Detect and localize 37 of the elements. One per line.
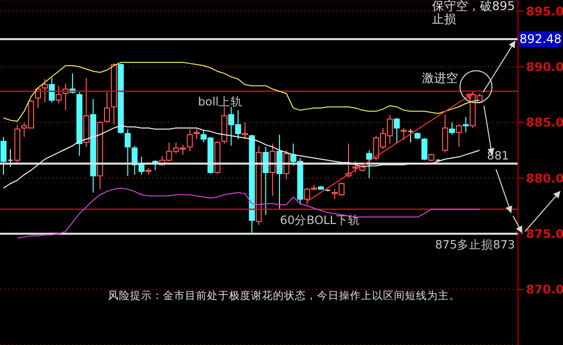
candlestick bbox=[283, 150, 290, 180]
candlestick bbox=[270, 143, 276, 196]
candlestick bbox=[0, 136, 6, 176]
ref-line-label: 60分BOLL下轨 bbox=[280, 213, 360, 228]
candlestick bbox=[421, 138, 428, 161]
candlestick bbox=[408, 128, 414, 143]
candlestick bbox=[48, 77, 55, 103]
candlestick bbox=[262, 146, 269, 216]
candlestick bbox=[42, 78, 48, 103]
y-tick-label: 870.0 bbox=[526, 282, 563, 297]
candlestick bbox=[242, 122, 248, 140]
annotation: 保守空，破895止损 bbox=[432, 0, 516, 26]
y-tick-label: 895.0 bbox=[526, 4, 563, 18]
candlestick bbox=[124, 128, 131, 176]
candlestick bbox=[186, 128, 193, 152]
candlestick bbox=[276, 134, 282, 210]
y-tick-label: 885.0 bbox=[526, 116, 563, 130]
annotation: 激进空 bbox=[422, 71, 459, 86]
candlestick bbox=[442, 114, 448, 153]
ref-line-label: 892.48 bbox=[520, 32, 562, 46]
legend-label: 875多止损873 bbox=[435, 238, 515, 252]
annotation: 风险提示：金市目前处于极度谢花的状态，今日操作上以区间短线为主。 bbox=[108, 290, 461, 303]
candlestick bbox=[456, 124, 462, 148]
y-tick-label: 875.0 bbox=[526, 226, 563, 241]
line-series bbox=[2, 125, 480, 189]
candlestick bbox=[366, 150, 372, 179]
candlestick bbox=[104, 90, 110, 123]
candlestick bbox=[449, 122, 455, 136]
candlestick bbox=[462, 116, 469, 133]
candlestick bbox=[394, 117, 400, 144]
candlestick bbox=[400, 127, 407, 141]
line-series bbox=[16, 188, 480, 239]
candlestick bbox=[56, 85, 62, 104]
ref-line-label: boll上轨 bbox=[198, 94, 243, 108]
y-tick-label: 890.0 bbox=[526, 60, 563, 74]
candlestick bbox=[194, 128, 200, 140]
y-tick-label: 880.0 bbox=[526, 171, 563, 186]
